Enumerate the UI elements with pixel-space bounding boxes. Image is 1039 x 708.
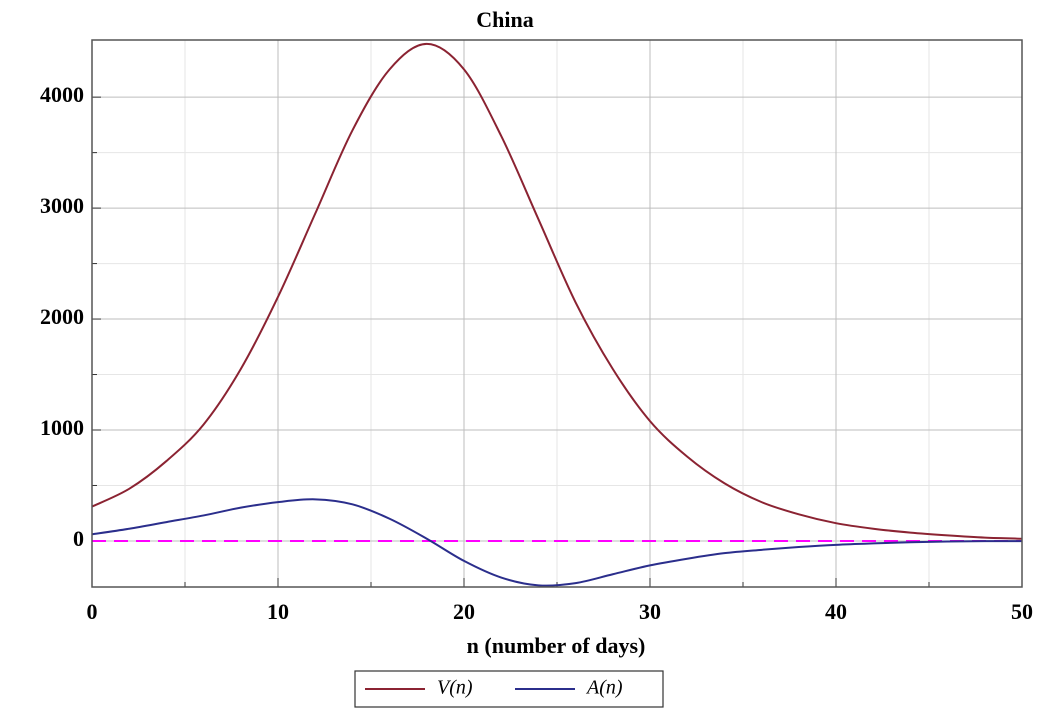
x-tick-label: 50 <box>1011 599 1033 624</box>
y-tick-label: 1000 <box>40 415 84 440</box>
x-tick-label: 20 <box>453 599 475 624</box>
legend-label: A(n) <box>585 677 623 699</box>
grid <box>91 40 1023 587</box>
series-line <box>91 42 1023 540</box>
legend-label: V(n) <box>437 677 473 699</box>
x-axis-label: n (number of days) <box>467 633 646 658</box>
plot-frame <box>91 39 1023 588</box>
x-tick-label: 30 <box>639 599 661 624</box>
series-line <box>91 498 1023 587</box>
y-tick-label: 3000 <box>40 193 84 218</box>
x-tick-label: 40 <box>825 599 847 624</box>
y-tick-label: 4000 <box>40 82 84 107</box>
x-tick-label: 10 <box>267 599 289 624</box>
y-tick-label: 0 <box>73 526 84 551</box>
plot-area <box>91 42 1023 587</box>
y-tick-label: 2000 <box>40 304 84 329</box>
chart-title: China <box>476 7 533 32</box>
x-tick-label: 0 <box>87 599 98 624</box>
legend: V(n) A(n) <box>365 677 623 699</box>
